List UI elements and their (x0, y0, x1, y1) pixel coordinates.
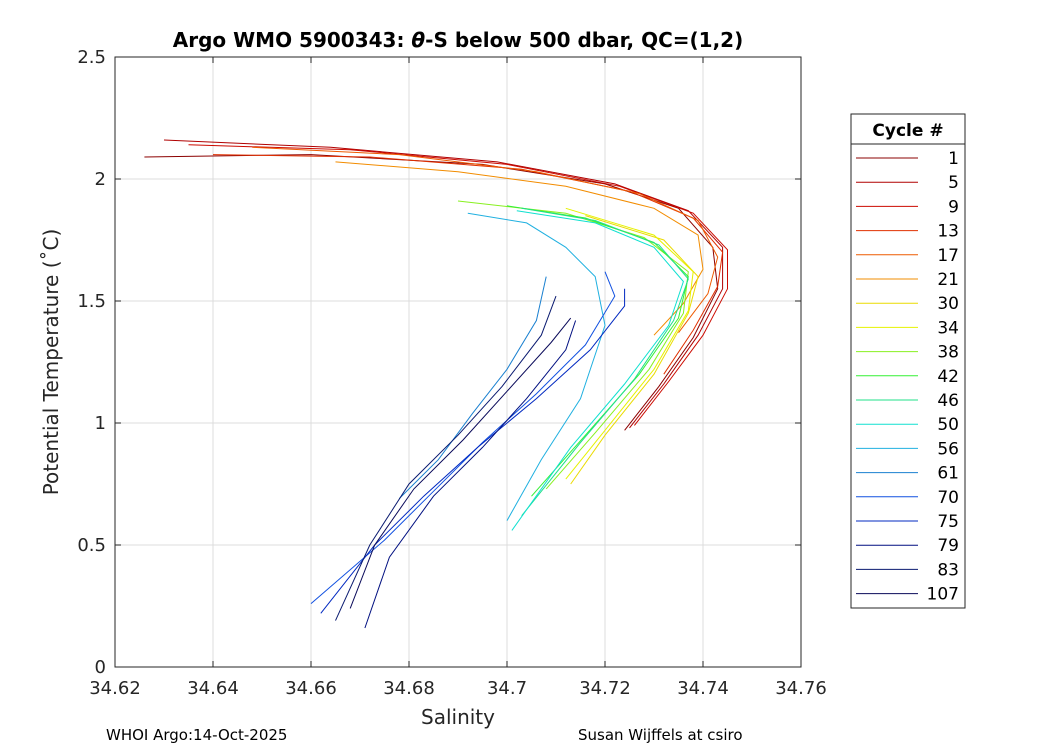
series-line-cycle-61 (398, 276, 547, 499)
grid-lines (114, 56, 802, 668)
legend-label-cycle-70: 70 (937, 488, 959, 508)
series-line-cycle-79 (364, 320, 577, 629)
x-tick-label: 34.74 (677, 678, 729, 699)
series-line-cycle-107 (349, 317, 572, 609)
legend-label-cycle-107: 107 (927, 585, 959, 605)
y-tick-label: 2.5 (77, 47, 106, 68)
x-tick-label: 34.62 (89, 678, 141, 699)
series-line-cycle-5 (163, 139, 724, 429)
legend-label-cycle-21: 21 (937, 270, 959, 290)
legend-label-cycle-13: 13 (937, 222, 959, 242)
series-line-cycle-50 (511, 210, 684, 531)
legend-label-cycle-79: 79 (937, 536, 959, 556)
series-line-cycle-56 (467, 212, 606, 521)
x-tick-label: 34.66 (285, 678, 337, 699)
series-lines (144, 139, 728, 629)
legend-label-cycle-1: 1 (948, 149, 959, 169)
y-tick-label: 2 (95, 169, 106, 190)
series-line-cycle-42 (506, 205, 689, 497)
legend-label-cycle-50: 50 (937, 415, 959, 435)
legend-label-cycle-17: 17 (937, 246, 959, 266)
x-tick-label: 34.72 (579, 678, 631, 699)
legend-title: Cycle # (872, 121, 943, 141)
series-line-cycle-30 (570, 215, 699, 485)
y-tick-label: 0 (95, 657, 106, 678)
axes-frame (114, 56, 802, 668)
x-tick-label: 34.68 (383, 678, 435, 699)
series-line-cycle-46 (521, 207, 689, 517)
x-tick-label: 34.7 (487, 678, 527, 699)
legend-label-cycle-30: 30 (937, 294, 959, 314)
x-axis-label: Salinity (421, 705, 495, 729)
series-line-cycle-70 (310, 271, 616, 604)
legend-box (850, 113, 966, 609)
series-line-cycle-83 (335, 295, 557, 621)
chart-title: Argo WMO 5900343: θ-S below 500 dbar, QC… (173, 28, 743, 52)
legend-label-cycle-83: 83 (937, 560, 959, 580)
legend-label-cycle-9: 9 (948, 197, 959, 217)
series-line-cycle-21 (335, 161, 704, 336)
y-tick-label: 1 (95, 413, 106, 434)
series-line-cycle-13 (212, 154, 724, 375)
legend-label-cycle-46: 46 (937, 391, 959, 411)
footer-author: Susan Wijffels at csiro (578, 726, 743, 744)
series-line-cycle-34 (565, 207, 694, 480)
legend-label-cycle-56: 56 (937, 439, 959, 459)
legend-label-cycle-5: 5 (948, 173, 959, 193)
series-line-cycle-9 (188, 144, 728, 426)
y-axis-label: Potential Temperature (˚C) (39, 229, 63, 496)
y-tick-label: 1.5 (77, 291, 106, 312)
legend-label-cycle-38: 38 (937, 343, 959, 363)
legend-label-cycle-34: 34 (937, 318, 959, 338)
legend-label-cycle-75: 75 (937, 512, 959, 532)
x-tick-label: 34.64 (187, 678, 239, 699)
x-tick-label: 34.76 (775, 678, 827, 699)
series-line-cycle-1 (144, 154, 719, 431)
legend-label-cycle-61: 61 (937, 464, 959, 484)
series-line-cycle-75 (320, 288, 626, 614)
series-line-cycle-17 (252, 146, 719, 334)
legend: Cycle # 1 5 9 13 17 21 30 34 38 42 46 50 56 61 70 75 79 8… (850, 113, 966, 609)
axis-ticks: 34.62 34.64 34.66 34.68 34.7 34.72 34.74 34.76 0… (77, 47, 826, 699)
legend-items: 1 5 9 13 17 21 30 34 38 42 46 50 56 61 70 75 79 83 107 (856, 149, 959, 605)
y-tick-label: 0.5 (77, 535, 106, 556)
legend-label-cycle-42: 42 (937, 367, 959, 387)
footer-credit: WHOI Argo:14-Oct-2025 (106, 726, 288, 744)
